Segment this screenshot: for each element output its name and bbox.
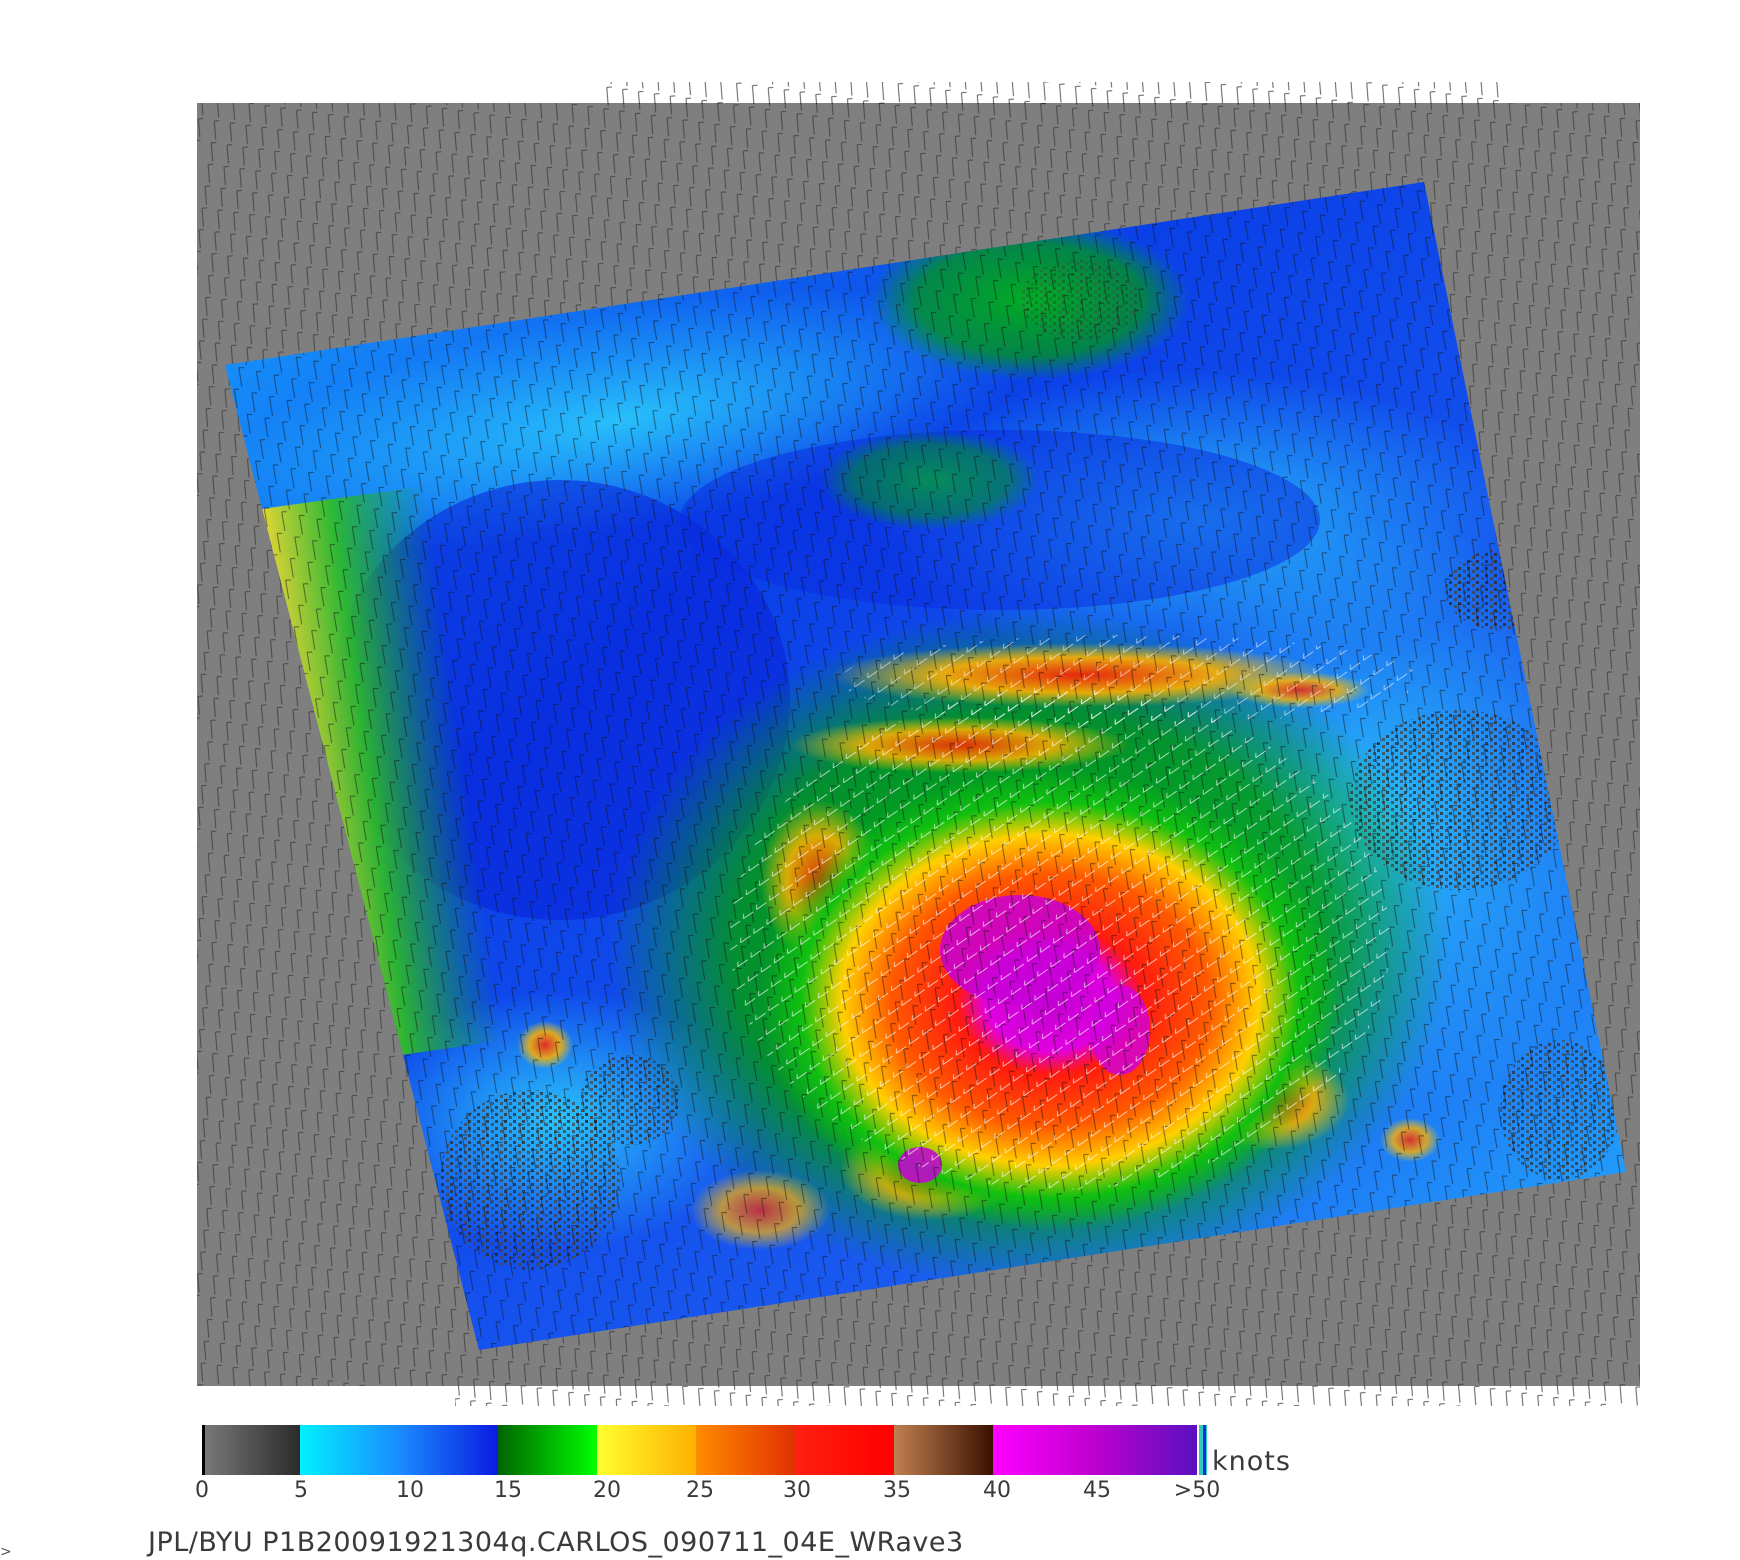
colorbar-segment-40-45 <box>993 1425 1092 1475</box>
colorbar-segment-45-50 <box>1092 1425 1197 1475</box>
colorbar-segment-25-30 <box>696 1425 795 1475</box>
colorbar-segment-35-40 <box>894 1425 993 1475</box>
colorbar-tick-20: 20 <box>593 1478 621 1503</box>
colorbar <box>202 1425 1207 1475</box>
colorbar-units-label: knots <box>1212 1446 1291 1477</box>
colorbar-tick-0: 0 <box>195 1478 209 1503</box>
colorbar-segment-30-35 <box>795 1425 894 1475</box>
top-barbs-row <box>600 82 1500 104</box>
colorbar-tick-25: 25 <box>686 1478 714 1503</box>
colorbar-tick-40: 40 <box>983 1478 1011 1503</box>
colorbar-segment-5-15 <box>300 1425 498 1475</box>
colorbar-tick-35: 35 <box>883 1478 911 1503</box>
colorbar-segment-20-25 <box>597 1425 696 1475</box>
colorbar-tick-50-plus: >50 <box>1173 1478 1221 1503</box>
colorbar-tick-5: 5 <box>294 1478 308 1503</box>
colorbar-segment-0-5 <box>202 1425 300 1475</box>
colorbar-tick-30: 30 <box>783 1478 811 1503</box>
colorbar-tick-45: 45 <box>1083 1478 1111 1503</box>
product-caption: JPL/BYU P1B20091921304q.CARLOS_090711_04… <box>148 1527 964 1558</box>
corner-mark: > <box>0 1544 12 1560</box>
colorbar-segment-15-20 <box>498 1425 597 1475</box>
colorbar-tick-15: 15 <box>494 1478 522 1503</box>
bottom-barbs-row <box>455 1386 1640 1406</box>
colorbar-tick-10: 10 <box>396 1478 424 1503</box>
